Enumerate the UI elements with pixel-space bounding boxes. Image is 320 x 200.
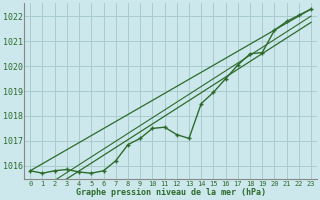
X-axis label: Graphe pression niveau de la mer (hPa): Graphe pression niveau de la mer (hPa) [76,188,266,197]
